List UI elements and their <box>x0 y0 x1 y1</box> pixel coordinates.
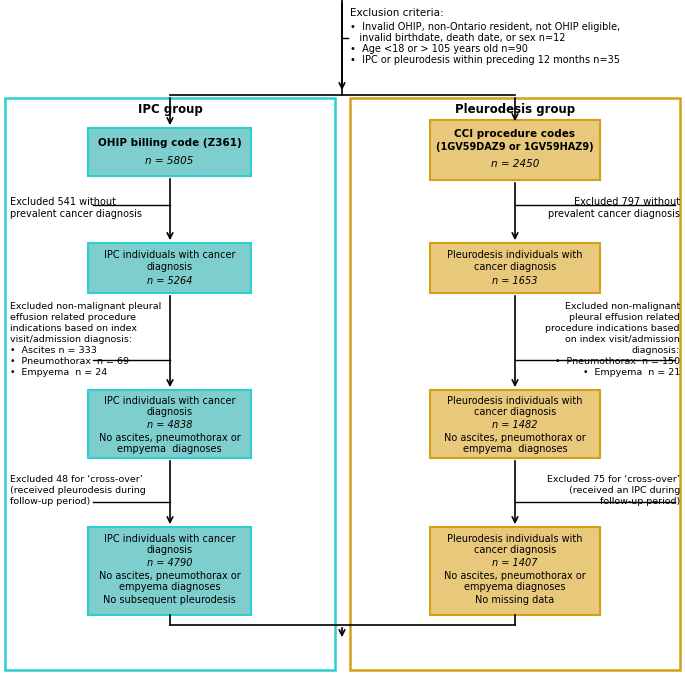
Text: n = 5264: n = 5264 <box>147 276 192 286</box>
Bar <box>88 243 251 293</box>
Text: n = 1482: n = 1482 <box>493 420 538 430</box>
Text: Pleurodesis individuals with: Pleurodesis individuals with <box>447 396 583 406</box>
Bar <box>430 390 600 458</box>
Text: procedure indications based: procedure indications based <box>545 324 680 333</box>
Text: empyema  diagnoses: empyema diagnoses <box>117 444 222 454</box>
Text: prevalent cancer diagnosis: prevalent cancer diagnosis <box>548 209 680 219</box>
Bar <box>350 98 680 670</box>
Text: cancer diagnosis: cancer diagnosis <box>474 545 556 555</box>
Text: No missing data: No missing data <box>475 595 555 605</box>
Text: •  Ascites n = 333: • Ascites n = 333 <box>10 346 97 355</box>
Text: effusion related procedure: effusion related procedure <box>10 313 136 322</box>
Text: (received an IPC during: (received an IPC during <box>569 486 680 495</box>
Text: n = 2450: n = 2450 <box>491 159 539 169</box>
Text: •  Pneumothorax  n = 150: • Pneumothorax n = 150 <box>555 357 680 366</box>
Text: empyema  diagnoses: empyema diagnoses <box>462 444 567 454</box>
Bar <box>88 527 251 615</box>
Bar <box>430 120 600 180</box>
Text: follow-up period): follow-up period) <box>10 497 90 506</box>
Text: •  IPC or pleurodesis within preceding 12 months n=35: • IPC or pleurodesis within preceding 12… <box>350 55 620 65</box>
Text: indications based on index: indications based on index <box>10 324 137 333</box>
Text: IPC individuals with cancer: IPC individuals with cancer <box>103 250 235 260</box>
Text: CCI procedure codes: CCI procedure codes <box>455 129 575 139</box>
Text: Excluded non-malignant: Excluded non-malignant <box>564 302 680 311</box>
Text: diagnosis: diagnosis <box>147 545 192 555</box>
Text: Exclusion criteria:: Exclusion criteria: <box>350 8 444 18</box>
Text: follow-up period): follow-up period) <box>600 497 680 506</box>
Text: IPC individuals with cancer: IPC individuals with cancer <box>103 534 235 544</box>
Text: Pleurodesis individuals with: Pleurodesis individuals with <box>447 534 583 544</box>
Text: n = 1653: n = 1653 <box>493 276 538 286</box>
Text: •  Age <18 or > 105 years old n=90: • Age <18 or > 105 years old n=90 <box>350 44 528 54</box>
Text: n = 4790: n = 4790 <box>147 558 192 568</box>
Bar <box>88 128 251 176</box>
Text: visit/admission diagnosis:: visit/admission diagnosis: <box>10 335 132 344</box>
Text: Excluded non-malignant pleural: Excluded non-malignant pleural <box>10 302 161 311</box>
Text: No ascites, pneumothorax or: No ascites, pneumothorax or <box>444 433 586 443</box>
Text: Pleurodesis group: Pleurodesis group <box>455 103 575 117</box>
Text: OHIP billing code (Z361): OHIP billing code (Z361) <box>98 138 241 148</box>
Text: prevalent cancer diagnosis: prevalent cancer diagnosis <box>10 209 142 219</box>
Text: No ascites, pneumothorax or: No ascites, pneumothorax or <box>444 571 586 581</box>
Bar <box>430 527 600 615</box>
Text: n = 4838: n = 4838 <box>147 420 192 430</box>
Text: Excluded 797 without: Excluded 797 without <box>574 197 680 207</box>
Text: diagnosis:: diagnosis: <box>632 346 680 355</box>
Text: IPC group: IPC group <box>138 103 202 117</box>
Bar <box>88 390 251 458</box>
Text: (1GV59DAZ9 or 1GV59HAZ9): (1GV59DAZ9 or 1GV59HAZ9) <box>436 142 594 152</box>
Text: Excluded 75 for ‘cross-over’: Excluded 75 for ‘cross-over’ <box>547 475 680 484</box>
Text: •  Empyema  n = 24: • Empyema n = 24 <box>10 368 108 377</box>
Text: invalid birthdate, death date, or sex n=12: invalid birthdate, death date, or sex n=… <box>350 33 566 43</box>
Text: Excluded 541 without: Excluded 541 without <box>10 197 116 207</box>
Text: empyema diagnoses: empyema diagnoses <box>119 582 221 592</box>
Text: Excluded 48 for ‘cross-over’: Excluded 48 for ‘cross-over’ <box>10 475 143 484</box>
Text: diagnosis: diagnosis <box>147 407 192 417</box>
Text: (received pleurodesis during: (received pleurodesis during <box>10 486 146 495</box>
Text: No ascites, pneumothorax or: No ascites, pneumothorax or <box>99 433 240 443</box>
Text: n = 1407: n = 1407 <box>493 558 538 568</box>
Bar <box>5 98 335 670</box>
Text: empyema diagnoses: empyema diagnoses <box>464 582 566 592</box>
Text: diagnosis: diagnosis <box>147 262 192 272</box>
Text: IPC individuals with cancer: IPC individuals with cancer <box>103 396 235 406</box>
Text: cancer diagnosis: cancer diagnosis <box>474 262 556 272</box>
Text: n = 5805: n = 5805 <box>145 156 194 166</box>
Text: No subsequent pleurodesis: No subsequent pleurodesis <box>103 595 236 605</box>
Text: •  Empyema  n = 21: • Empyema n = 21 <box>583 368 680 377</box>
Text: •  Invalid OHIP, non-Ontario resident, not OHIP eligible,: • Invalid OHIP, non-Ontario resident, no… <box>350 22 620 32</box>
Bar <box>430 243 600 293</box>
Text: cancer diagnosis: cancer diagnosis <box>474 407 556 417</box>
Text: •  Pneumothorax  n = 69: • Pneumothorax n = 69 <box>10 357 129 366</box>
Text: Pleurodesis individuals with: Pleurodesis individuals with <box>447 250 583 260</box>
Text: on index visit/admission: on index visit/admission <box>565 335 680 344</box>
Text: No ascites, pneumothorax or: No ascites, pneumothorax or <box>99 571 240 581</box>
Text: pleural effusion related: pleural effusion related <box>569 313 680 322</box>
